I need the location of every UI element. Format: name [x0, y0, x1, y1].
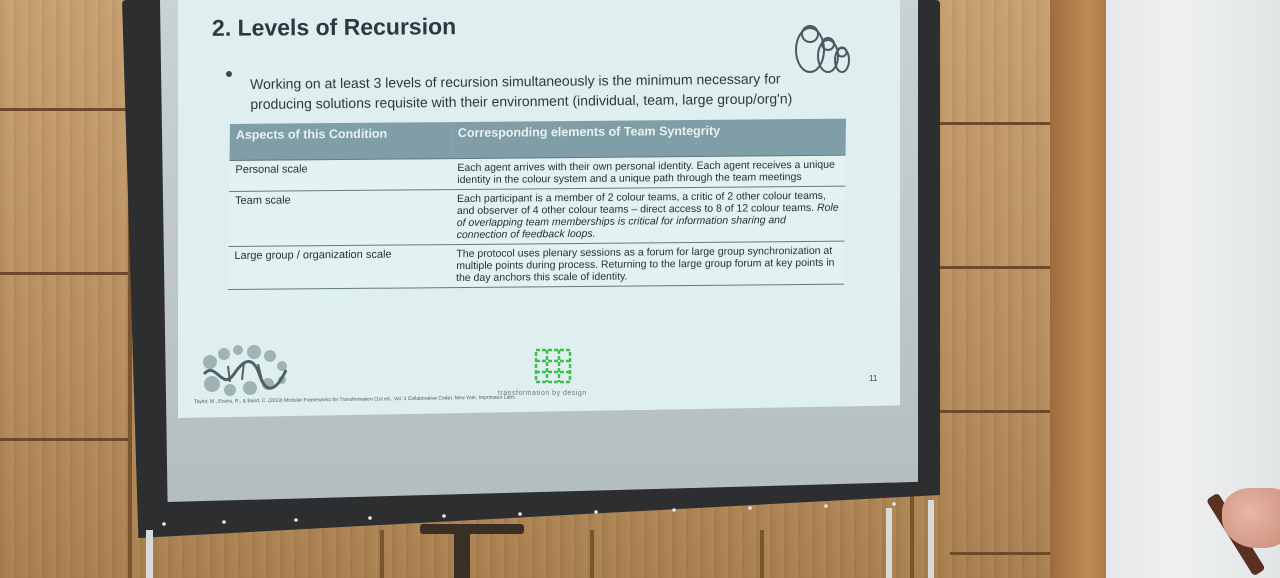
wall-panel-seam [590, 530, 594, 578]
row-element: The protocol uses plenary sessions as a … [449, 241, 845, 288]
wall-panel-seam [0, 272, 130, 275]
wall-panel-seam [950, 552, 1058, 555]
presenter-hand [1222, 488, 1280, 548]
wood-column [1050, 0, 1114, 578]
table-header-elements: Corresponding elements of Team Syntegrit… [451, 118, 846, 159]
row-aspect: Large group / organization scale [227, 244, 451, 290]
page-number: 11 [869, 374, 878, 383]
wall-panel-seam [918, 122, 1058, 125]
wall-panel-seam [128, 0, 132, 578]
slide-title: 2. Levels of Recursion [211, 13, 457, 41]
screen-grommets [162, 502, 896, 526]
wall-panel-seam [0, 108, 130, 111]
row-aspect: Team scale [228, 189, 452, 247]
matryoshka-dolls-icon [795, 25, 850, 73]
screen-stand-hub [420, 524, 524, 534]
row-element: Each agent arrives with their own person… [451, 155, 846, 190]
white-wall [1106, 0, 1280, 578]
wall-panel-seam [0, 438, 130, 441]
conditions-table: Aspects of this Condition Corresponding … [227, 118, 846, 290]
row-element-text: Each agent arrives with their own person… [457, 158, 835, 187]
row-aspect: Personal scale [229, 158, 452, 192]
wall-panel-seam [760, 530, 764, 578]
screen-stand-pole [454, 530, 470, 578]
slide-bullet: Working on at least 3 levels of recursio… [250, 70, 793, 112]
screen-leg [886, 508, 892, 578]
screen-leg [928, 500, 934, 578]
row-element: Each participant is a member of 2 colour… [450, 186, 846, 245]
row-element-text: Each participant is a member of 2 colour… [456, 189, 826, 218]
bullet-icon [226, 71, 232, 77]
table-row: Large group / organization scale The pro… [227, 241, 845, 290]
wall-panel-seam [930, 266, 1058, 269]
brand-wordmark: transformation by design [498, 390, 587, 397]
row-element-text: The protocol uses plenary sessions as a … [456, 244, 835, 285]
network-blob-logo [202, 345, 288, 396]
wall-panel-seam [380, 530, 384, 578]
table-row: Team scale Each participant is a member … [228, 186, 846, 247]
table-header-aspects: Aspects of this Condition [229, 122, 452, 161]
wall-panel-seam [940, 410, 1058, 413]
green-grid-logo [534, 348, 572, 384]
screen-leg [146, 530, 153, 578]
